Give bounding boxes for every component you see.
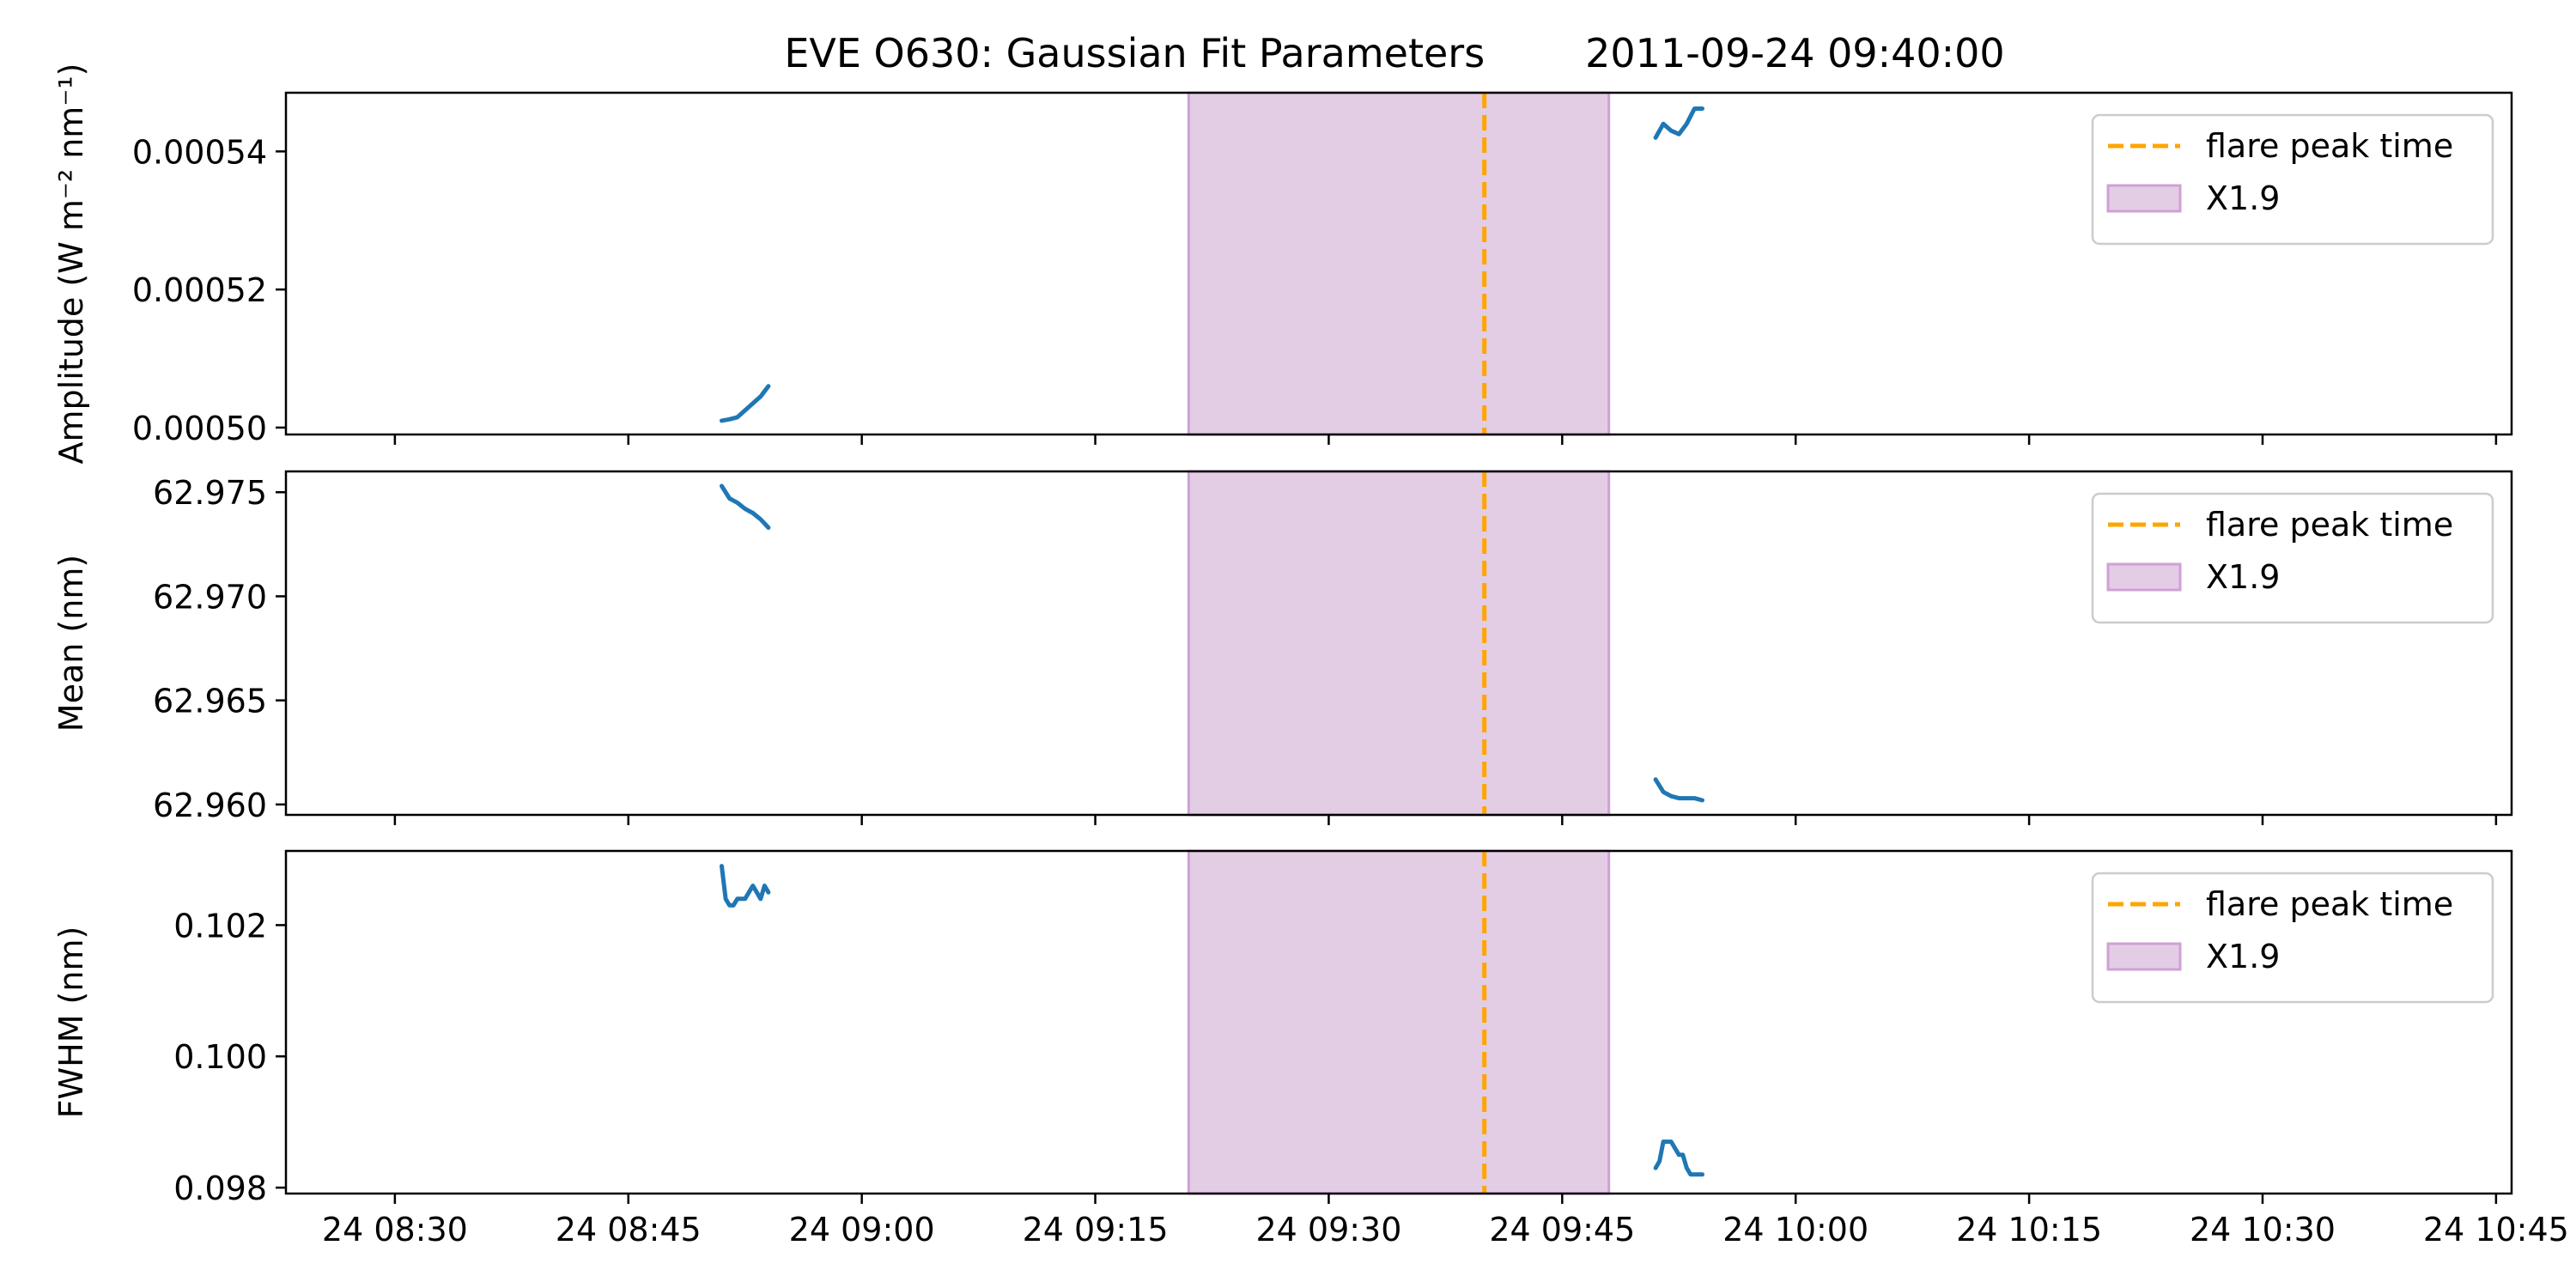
x-tick-label: 24 08:45	[556, 1211, 702, 1249]
y-tick-label: 0.00054	[132, 133, 267, 171]
legend-box	[2091, 872, 2494, 1004]
flare-span	[1187, 470, 1611, 817]
x-tick-label: 24 10:15	[1956, 1211, 2102, 1249]
x-tick-label: 24 08:30	[322, 1211, 468, 1249]
chart-title: EVE O630: Gaussian Fit Parameters 2011-0…	[784, 30, 2004, 76]
legend: flare peak time X1.9	[2091, 113, 2494, 246]
y-tick-label: 0.098	[173, 1170, 267, 1207]
panel-3: 0.098 0.100 0.102 FWHM (nm) 24 08:30 24 08:45…	[52, 849, 2569, 1249]
axes-frame	[284, 849, 2513, 1195]
legend-box	[2091, 113, 2494, 246]
x-tick-label: 24 09:00	[789, 1211, 935, 1249]
y-tick-label: 0.00050	[132, 410, 267, 447]
data-series-1	[720, 483, 771, 530]
x-tick-label: 24 10:00	[1722, 1211, 1868, 1249]
legend-span-label: X1.9	[2206, 558, 2280, 596]
legend-peak-label: flare peak time	[2206, 127, 2453, 165]
legend-span-label: X1.9	[2206, 179, 2280, 217]
legend-span-swatch	[2106, 562, 2182, 592]
y-tick-label: 62.970	[153, 578, 267, 616]
y-tick-label: 62.975	[153, 474, 267, 512]
y-tick-label: 0.00052	[132, 271, 267, 309]
panel-2: 62.960 62.965 62.970 62.975 Mean (nm) flare p…	[52, 470, 2513, 825]
data-series-2	[1653, 777, 1704, 803]
legend-box	[2091, 492, 2494, 624]
x-tick-label: 24 09:30	[1255, 1211, 1401, 1249]
data-series-1	[720, 864, 771, 908]
flare-span	[1187, 91, 1611, 436]
x-tick-label: 24 10:45	[2423, 1211, 2569, 1249]
flare-span	[1187, 849, 1611, 1195]
y-axis-label: Amplitude (W m⁻² nm⁻¹)	[52, 64, 90, 465]
x-tick-label: 24 09:45	[1489, 1211, 1635, 1249]
x-tick-label: 24 10:30	[2190, 1211, 2336, 1249]
y-axis-label: Mean (nm)	[52, 555, 90, 732]
legend: flare peak time X1.9	[2091, 492, 2494, 624]
panel-1: 0.00050 0.00052 0.00054 Amplitude (W m⁻² nm…	[52, 64, 2513, 465]
axes-frame	[284, 470, 2513, 817]
data-series-2	[1653, 1139, 1704, 1177]
legend-span-swatch	[2106, 184, 2182, 213]
legend-span-swatch	[2106, 942, 2182, 971]
x-tick-label: 24 09:15	[1023, 1211, 1169, 1249]
legend-peak-label: flare peak time	[2206, 506, 2453, 544]
y-tick-label: 62.960	[153, 787, 267, 824]
axes-frame	[284, 91, 2513, 436]
legend: flare peak time X1.9	[2091, 872, 2494, 1004]
y-axis-label: FWHM (nm)	[52, 927, 90, 1119]
y-tick-label: 62.965	[153, 683, 267, 720]
legend-span-label: X1.9	[2206, 938, 2280, 975]
data-series-2	[1653, 106, 1704, 140]
legend-peak-label: flare peak time	[2206, 885, 2453, 923]
data-series-1	[720, 384, 771, 423]
y-tick-label: 0.102	[173, 907, 267, 945]
y-tick-label: 0.100	[173, 1038, 267, 1076]
